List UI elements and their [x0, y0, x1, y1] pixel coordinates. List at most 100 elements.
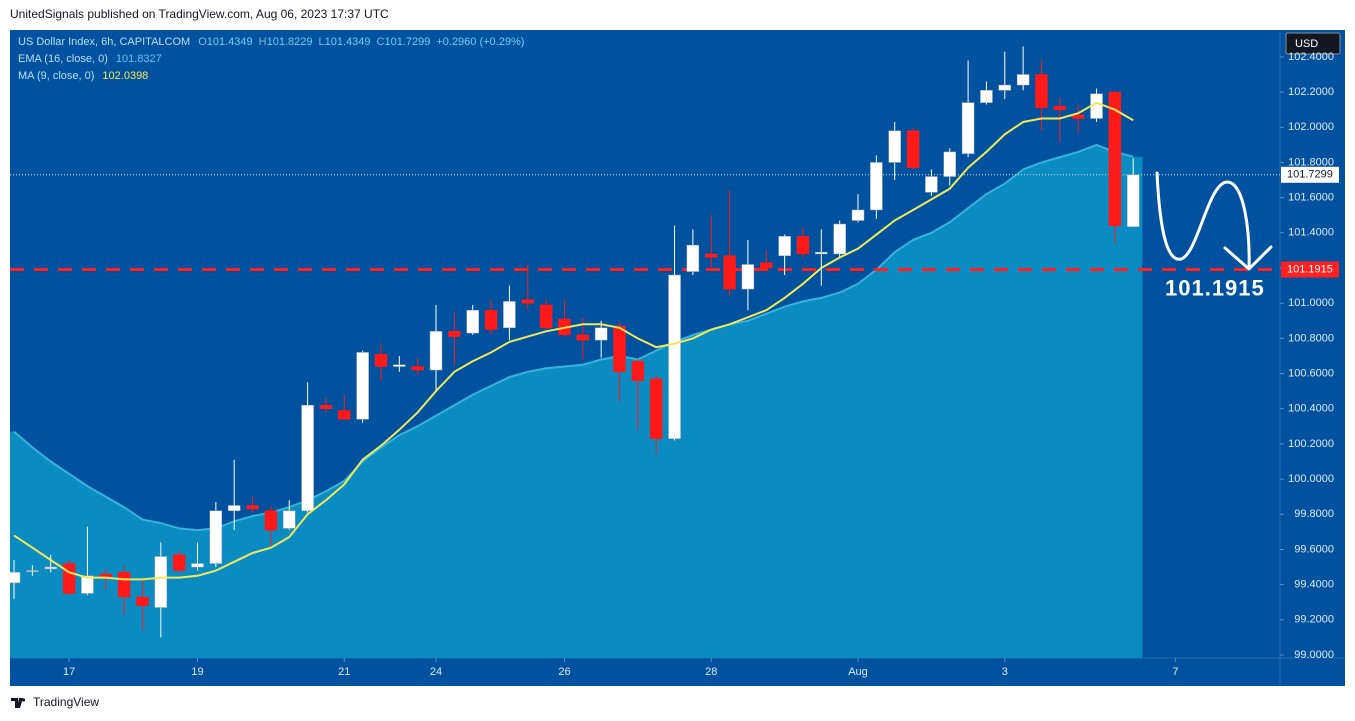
legend-change: +0.2960 (+0.29%): [436, 36, 524, 48]
candle-body: [925, 176, 938, 193]
legend-indicator-value: 102.0398: [102, 70, 148, 82]
candle-body: [668, 274, 681, 439]
legend-symbol-line: US Dollar Index, 6h, CAPITALCOM O101.4349…: [18, 36, 524, 48]
publish-header: UnitedSignals published on TradingView.c…: [10, 7, 389, 21]
candle-body: [154, 556, 168, 608]
candle-body: [980, 90, 993, 103]
candle-body: [448, 331, 461, 337]
legend-ohlc-key: L: [318, 36, 324, 48]
candle-body: [26, 570, 39, 572]
candle-body: [429, 331, 443, 371]
candle-body: [760, 262, 773, 269]
candle-body: [943, 151, 956, 177]
candle-body: [484, 309, 498, 330]
footer-brand: TradingView: [33, 695, 99, 709]
y-tick-label: 100.4000: [1288, 403, 1334, 415]
candle-body: [172, 554, 186, 571]
candle-body: [301, 404, 314, 512]
legend-ohlc-key: C: [377, 36, 385, 48]
legend-indicator-name: EMA (16, close, 0): [18, 53, 108, 65]
y-tick-label: 99.4000: [1294, 579, 1334, 591]
currency-button-label[interactable]: USD: [1295, 38, 1318, 50]
x-tick-label: 28: [705, 666, 717, 678]
candle-body: [870, 162, 883, 211]
legend-ohlc-value: 101.4349: [207, 36, 253, 48]
currency-button[interactable]: USD: [1285, 32, 1341, 55]
candle-body: [649, 378, 663, 439]
y-tick-label: 100.6000: [1288, 367, 1334, 379]
overlay: 101.1915: [1155, 171, 1273, 300]
candle-body: [62, 563, 76, 594]
candle-body: [264, 510, 278, 531]
y-tick-label: 99.8000: [1294, 508, 1334, 520]
currency-button-box[interactable]: [1285, 32, 1341, 55]
legend-ohlc-key: H: [259, 36, 267, 48]
x-tick-label: 21: [338, 666, 350, 678]
target-level-box: [1281, 261, 1339, 278]
candle-body: [411, 366, 424, 371]
candle-body: [227, 505, 241, 512]
y-tick-label: 102.4000: [1288, 51, 1334, 63]
candle-body: [1016, 74, 1030, 86]
x-tick-label: 19: [191, 666, 203, 678]
x-tick-label: Aug: [848, 666, 868, 678]
ma-line: [13, 101, 1134, 581]
candle-body: [594, 327, 608, 341]
y-tick-label: 100.0000: [1288, 473, 1334, 485]
tradingview-logo: TradingView: [11, 695, 99, 709]
candle-body: [246, 505, 259, 510]
candle-body: [338, 410, 351, 420]
y-tick-label: 100.8000: [1288, 332, 1334, 344]
target-annotation: 101.1915: [1165, 275, 1265, 300]
y-tick-label: 102.2000: [1288, 86, 1334, 98]
candle-body: [136, 596, 149, 607]
hand-drawn-arrow: [1155, 171, 1251, 270]
candle-body: [521, 299, 535, 304]
candle-body: [704, 253, 718, 258]
x-tick-label: 7: [1172, 666, 1178, 678]
candle-body: [741, 264, 755, 290]
candle-body: [1126, 174, 1140, 227]
candle-body: [851, 209, 865, 221]
candle-body: [576, 334, 590, 341]
candle-body: [466, 309, 479, 334]
y-tick-label: 100.2000: [1288, 438, 1334, 450]
candle-body: [117, 572, 131, 598]
y-tick-label: 101.6000: [1288, 192, 1334, 204]
candle-body: [319, 404, 333, 409]
candle-body: [613, 325, 626, 373]
candle-body: [815, 251, 828, 255]
legend-symbol: US Dollar Index, 6h, CAPITALCOM: [18, 36, 190, 48]
y-tick-label: 101.4000: [1288, 227, 1334, 239]
candle-body: [10, 572, 21, 584]
candle-body: [1108, 91, 1122, 227]
legend-ohlc-value: 101.7299: [384, 36, 430, 48]
y-tick-label: 99.2000: [1294, 614, 1334, 626]
candle-body: [282, 510, 296, 529]
candle-body: [81, 575, 94, 594]
candle-body: [631, 360, 645, 381]
x-tick-label: 24: [430, 666, 442, 678]
y-tick-label: 101.8000: [1288, 156, 1334, 168]
y-tick-label: 99.0000: [1294, 649, 1334, 661]
logo-dot: [21, 698, 26, 702]
target-level-label: 101.1915: [1287, 263, 1333, 275]
candle-body: [356, 352, 369, 420]
candle-body: [1035, 74, 1048, 109]
y-tick-label: 101.0000: [1288, 297, 1334, 309]
y-tick-label: 99.6000: [1294, 543, 1334, 555]
candle-body: [961, 102, 975, 154]
candle-body: [539, 304, 553, 329]
candle-body: [1053, 105, 1067, 110]
candle-body: [1071, 114, 1085, 119]
candle-body: [833, 223, 846, 255]
legend-indicator: EMA (16, close, 0) 101.8327: [18, 53, 162, 65]
candle-body: [191, 563, 204, 568]
candle-body: [778, 236, 791, 256]
y-tick-label: 102.0000: [1288, 121, 1334, 133]
last-price-label: 101.7299: [1287, 169, 1333, 181]
legend-indicator-name: MA (9, close, 0): [18, 70, 94, 82]
candle-body: [888, 130, 901, 163]
